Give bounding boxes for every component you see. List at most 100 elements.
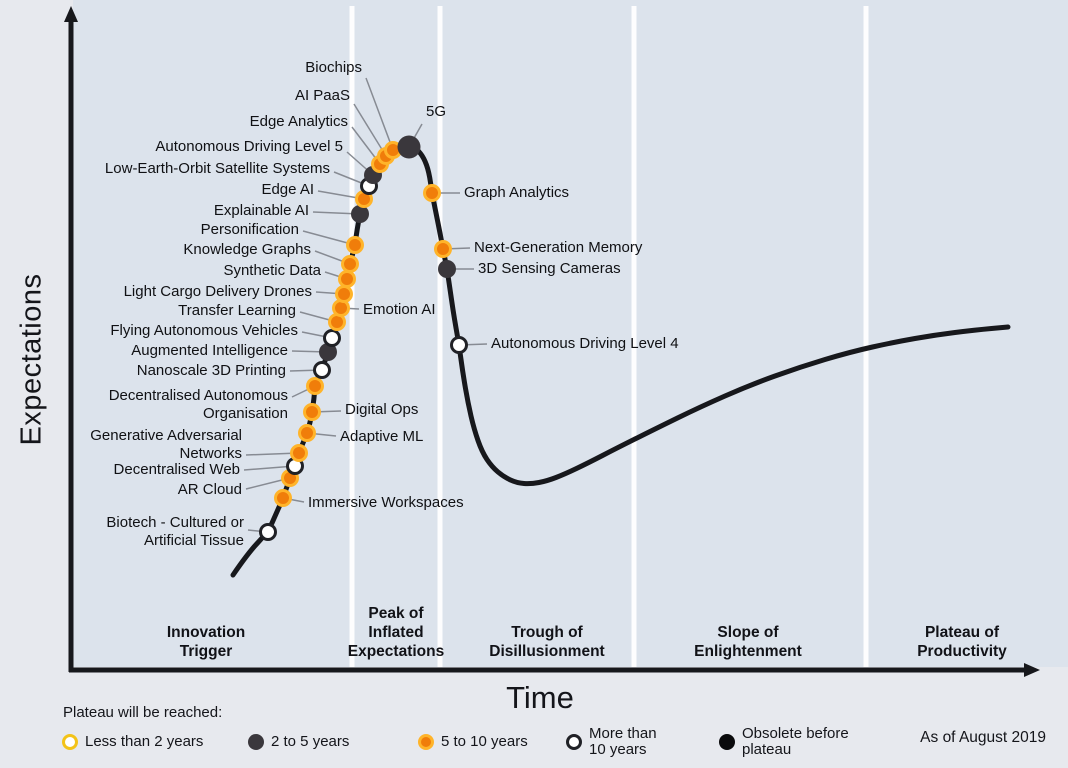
dot-light-cargo-delivery-drones (335, 285, 353, 303)
legend-label-line: plateau (742, 741, 792, 758)
tech-label-line: AR Cloud (177, 481, 242, 498)
callout-biochips (365, 77, 394, 151)
tech-label-knowledge-graphs: Knowledge Graphs (183, 241, 311, 259)
legend-item-5to10: 5 to 10 years (418, 725, 528, 759)
tech-label-immersive-workspaces: Immersive Workspaces (308, 494, 464, 512)
tech-label-line: 5G (426, 103, 447, 120)
plot-area (73, 0, 1068, 667)
tech-label-decentralised-autonomous-organisation: Decentralised Autonomous Organisation (109, 387, 288, 423)
dot-nanoscale-3d-printing (313, 361, 331, 379)
tech-label-line: Biotech - Cultured or (106, 514, 244, 531)
dot-graph-analytics (423, 184, 441, 202)
tech-label-line: Transfer Learning (178, 302, 296, 319)
phase-label-line: Expectations (347, 643, 445, 660)
legend-label: 2 to 5 years (271, 734, 349, 750)
phase-label-line: Inflated (368, 624, 424, 641)
legend-dot-2to5-icon (248, 734, 264, 750)
tech-label-biochips: Biochips (305, 59, 362, 77)
dot-emotion-ai (332, 299, 350, 317)
legend-label: 5 to 10 years (441, 734, 528, 750)
tech-label-line: Personification (200, 221, 299, 238)
legend-label-line: 2 to 5 years (271, 733, 350, 750)
legend-label-line: Less than 2 years (85, 733, 204, 750)
tech-label-decentralised-web: Decentralised Web (114, 461, 240, 479)
dot-generative-adversarial-networks (290, 444, 308, 462)
tech-label-graph-analytics: Graph Analytics (464, 184, 569, 202)
dot-flying-autonomous-vehicles (323, 329, 341, 347)
dot-decentralised-autonomous-organisation (306, 377, 324, 395)
dot-personification (346, 236, 364, 254)
x-axis-arrow-icon (1024, 663, 1040, 677)
tech-label-line: AI PaaS (294, 87, 350, 104)
tech-label-light-cargo-delivery-drones: Light Cargo Delivery Drones (124, 283, 312, 301)
tech-label-line: Decentralised Autonomous (108, 387, 288, 404)
legend-dot-more10-icon (566, 734, 582, 750)
tech-label-line: Networks (179, 445, 242, 462)
legend-item-obsolete: Obsolete before plateau (719, 725, 849, 759)
dot-immersive-workspaces (274, 489, 292, 507)
tech-label-line: Light Cargo Delivery Drones (123, 283, 312, 300)
tech-label-low-earth-orbit-satellite-systems: Low-Earth-Orbit Satellite Systems (105, 160, 330, 178)
tech-label-synthetic-data: Synthetic Data (223, 262, 321, 280)
y-axis-label: Expectations (15, 273, 48, 446)
tech-label-line: Emotion AI (363, 301, 436, 318)
tech-label-emotion-ai: Emotion AI (363, 301, 436, 319)
tech-label-line: Generative Adversarial (90, 427, 242, 444)
legend-label: Obsolete before plateau (742, 726, 849, 758)
y-axis-arrow-icon (64, 6, 78, 22)
dot-synthetic-data (338, 270, 356, 288)
tech-label-augmented-intelligence: Augmented Intelligence (131, 342, 288, 360)
tech-label-line: Digital Ops (345, 401, 419, 418)
tech-label-line: Autonomous Driving Level 4 (491, 335, 679, 352)
legend-item-less2: Less than 2 years (62, 725, 203, 759)
phase-label-slope-of-enlightenment: Slope of Enlightenment (694, 623, 802, 661)
phase-label-peak-of-inflated-expectations: Peak of Inflated Expectations (348, 604, 444, 661)
phase-label-line: Trough of (511, 624, 583, 641)
tech-label-adaptive-ml: Adaptive ML (340, 428, 423, 446)
phase-label-trough-of-disillusionment: Trough of Disillusionment (489, 623, 604, 661)
tech-label-line: Explainable AI (213, 202, 309, 219)
callout-ai-paas (353, 103, 387, 157)
as-of-date: As of August 2019 (920, 729, 1046, 746)
tech-label-edge-analytics: Edge Analytics (250, 113, 348, 131)
phase-label-plateau-of-productivity: Plateau of Productivity (917, 623, 1007, 661)
phase-label-line: Disillusionment (489, 643, 605, 660)
tech-label-personification: Personification (201, 221, 299, 239)
x-axis-label: Time (506, 680, 574, 715)
legend-label-line: 10 years (589, 741, 647, 758)
tech-label-line: Nanoscale 3D Printing (136, 362, 286, 379)
tech-label-flying-autonomous-vehicles: Flying Autonomous Vehicles (110, 322, 298, 340)
tech-label-3d-sensing-cameras: 3D Sensing Cameras (478, 260, 621, 278)
tech-label-line: Flying Autonomous Vehicles (110, 322, 298, 339)
tech-label-line: 3D Sensing Cameras (478, 260, 621, 277)
tech-label-generative-adversarial-networks: Generative Adversarial Networks (90, 427, 242, 463)
tech-label-line: Low-Earth-Orbit Satellite Systems (104, 160, 330, 177)
legend-dot-less2-icon (62, 734, 78, 750)
phase-divider-4 (863, 6, 869, 667)
dot-explainable-ai (351, 205, 369, 223)
phase-label-innovation-trigger: Innovation Trigger (167, 623, 245, 661)
dot-digital-ops (303, 403, 321, 421)
dot-5g (397, 135, 421, 159)
phase-label-line: Slope of (717, 624, 779, 641)
tech-label-ar-cloud: AR Cloud (178, 481, 242, 499)
tech-label-transfer-learning: Transfer Learning (178, 302, 296, 320)
phase-divider-2 (437, 6, 443, 667)
tech-label-next-generation-memory: Next-Generation Memory (474, 239, 642, 257)
tech-label-explainable-ai: Explainable AI (214, 202, 309, 220)
tech-label-line: Adaptive ML (340, 428, 424, 445)
dot-3d-sensing-cameras (438, 260, 456, 278)
dot-biotech-cultured-or-artificial-tissue (259, 523, 277, 541)
legend-label: More than 10 years (589, 726, 657, 758)
legend-label: Less than 2 years (85, 734, 203, 750)
tech-label-line: Synthetic Data (223, 262, 321, 279)
legend-item-2to5: 2 to 5 years (248, 725, 349, 759)
tech-label-line: Edge Analytics (249, 113, 348, 130)
legend-label-line: 5 to 10 years (441, 733, 528, 750)
tech-label-ai-paas: AI PaaS (295, 87, 350, 105)
legend-label-line: Obsolete before (742, 725, 849, 742)
dot-augmented-intelligence (319, 343, 337, 361)
tech-label-line: Decentralised Web (113, 461, 240, 478)
